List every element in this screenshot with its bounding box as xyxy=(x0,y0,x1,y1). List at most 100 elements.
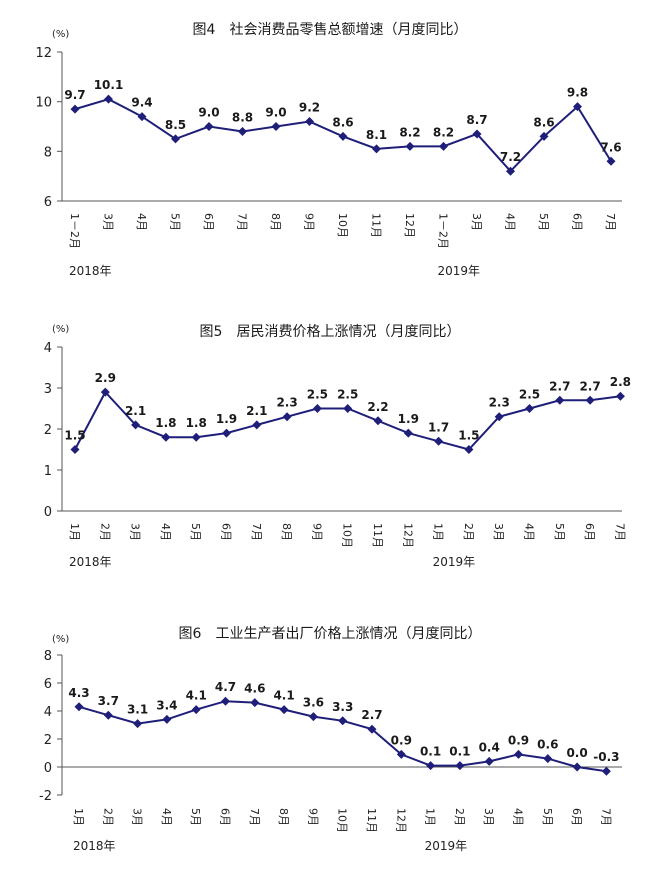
data-point-marker xyxy=(305,117,314,127)
x-tick-label: 1－2月 xyxy=(68,213,81,249)
data-label: 3.3 xyxy=(332,700,353,714)
data-label: 9.8 xyxy=(567,86,588,100)
data-label: 2.7 xyxy=(361,708,382,722)
data-label: 2.7 xyxy=(579,379,600,393)
y-tick-label: 4 xyxy=(44,341,52,356)
x-tick-label: 6月 xyxy=(202,213,215,231)
data-point-marker xyxy=(585,395,595,405)
y-tick-label: 0 xyxy=(44,505,52,520)
x-tick-label: 3月 xyxy=(470,213,483,231)
data-point-marker xyxy=(573,102,582,112)
y-unit-label: (%) xyxy=(52,324,69,335)
x-tick-label: 4月 xyxy=(504,213,517,231)
x-tick-label: 3月 xyxy=(482,808,495,826)
data-point-marker xyxy=(494,412,504,422)
data-label: 7.6 xyxy=(600,140,621,154)
y-tick-label: 8 xyxy=(44,649,52,664)
data-label: 4.1 xyxy=(273,689,294,703)
data-label: 2.1 xyxy=(125,404,146,418)
data-label: 2.2 xyxy=(367,400,388,414)
data-point-marker xyxy=(103,710,113,720)
data-point-marker xyxy=(484,756,494,766)
year-label: 2019年 xyxy=(438,264,481,278)
x-tick-label: 4月 xyxy=(512,808,525,826)
data-label: 1.5 xyxy=(458,429,479,443)
y-tick-label: 10 xyxy=(35,96,52,111)
data-point-marker xyxy=(104,94,113,104)
data-point-marker xyxy=(133,719,143,729)
chart-cpi-growth: 图5 居民消费价格上涨情况（月度同比） (%) 0 1 2 3 4 1月 2月 3月 4月 5月 6… xyxy=(44,324,631,569)
data-label: 2.7 xyxy=(549,379,570,393)
data-label: 8.1 xyxy=(366,128,387,142)
data-label: 3.7 xyxy=(98,694,119,708)
data-label: 4.7 xyxy=(215,680,236,694)
data-label: 0.6 xyxy=(537,738,558,752)
data-point-marker xyxy=(238,126,247,136)
data-point-marker xyxy=(162,714,172,724)
y-unit-label: (%) xyxy=(52,29,69,40)
x-tick-label: 9月 xyxy=(306,808,319,826)
y-unit-label: (%) xyxy=(52,634,69,645)
data-label: 7.2 xyxy=(500,150,521,164)
y-tick-label: 0 xyxy=(44,761,52,776)
data-label: 2.8 xyxy=(610,375,631,389)
x-tick-label: 12月 xyxy=(394,808,407,833)
data-point-marker xyxy=(171,134,180,144)
data-label: 9.0 xyxy=(198,106,219,120)
data-label: 8.7 xyxy=(466,113,487,127)
x-tick-label: 7月 xyxy=(236,213,249,231)
data-point-marker xyxy=(606,156,616,166)
x-tick-label: 6月 xyxy=(570,808,583,826)
x-tick-label: 1月 xyxy=(68,523,81,541)
x-tick-label: 10月 xyxy=(336,213,349,238)
data-point-marker xyxy=(191,432,201,442)
x-tick-label: 4月 xyxy=(523,523,536,541)
x-tick-label: 3月 xyxy=(102,213,115,231)
data-point-marker xyxy=(426,761,436,771)
x-tick-label: 8月 xyxy=(269,213,282,231)
data-label: 9.7 xyxy=(64,88,85,102)
data-point-marker xyxy=(137,112,147,122)
data-point-marker xyxy=(367,724,377,734)
x-tick-label: 1月 xyxy=(424,808,437,826)
x-tick-label: 3月 xyxy=(492,523,505,541)
data-point-marker xyxy=(279,705,289,715)
y-tick-label: 4 xyxy=(44,705,52,720)
data-point-marker xyxy=(70,104,80,114)
data-label: 8.2 xyxy=(433,125,454,139)
x-tick-label: 7月 xyxy=(613,523,626,541)
year-label: 2019年 xyxy=(433,555,476,569)
year-label: 2019年 xyxy=(425,839,468,853)
data-label: 4.3 xyxy=(68,686,89,700)
data-point-marker xyxy=(74,702,84,712)
data-point-marker xyxy=(539,131,549,141)
chart-ppi-growth: 图6 工业生产者出厂价格上涨情况（月度同比） (%) -2 0 2 4 6 8 1月 2月 3月… xyxy=(39,626,622,853)
x-tick-label: 2月 xyxy=(98,523,111,541)
data-point-marker xyxy=(191,705,201,715)
data-label: 1.9 xyxy=(398,412,419,426)
data-point-marker xyxy=(343,404,353,413)
data-label: 2.3 xyxy=(276,396,297,410)
x-tick-label: 5月 xyxy=(537,213,550,231)
x-tick-label: 5月 xyxy=(541,808,554,826)
x-tick-label: 5月 xyxy=(189,523,202,541)
data-point-marker xyxy=(204,122,214,131)
x-tick-label: 8月 xyxy=(277,808,290,826)
x-tick-label: 11月 xyxy=(365,808,378,833)
x-tick-label: 9月 xyxy=(310,523,323,541)
data-point-marker xyxy=(405,141,415,151)
y-tick-label: 1 xyxy=(44,464,52,479)
data-label: 1.8 xyxy=(155,416,176,430)
year-label: 2018年 xyxy=(73,839,116,853)
x-tick-label: 6月 xyxy=(583,523,596,541)
data-point-marker xyxy=(601,766,611,776)
data-point-marker xyxy=(131,420,141,430)
chart-title: 图4 社会消费品零售总额增速（月度同比） xyxy=(193,22,468,38)
data-label: 8.2 xyxy=(399,125,420,139)
data-label: 0.1 xyxy=(420,745,441,759)
data-label: 1.7 xyxy=(428,420,449,434)
data-point-marker xyxy=(543,754,553,764)
x-tick-label: 10月 xyxy=(341,523,354,548)
x-tick-label: 6月 xyxy=(220,523,233,541)
